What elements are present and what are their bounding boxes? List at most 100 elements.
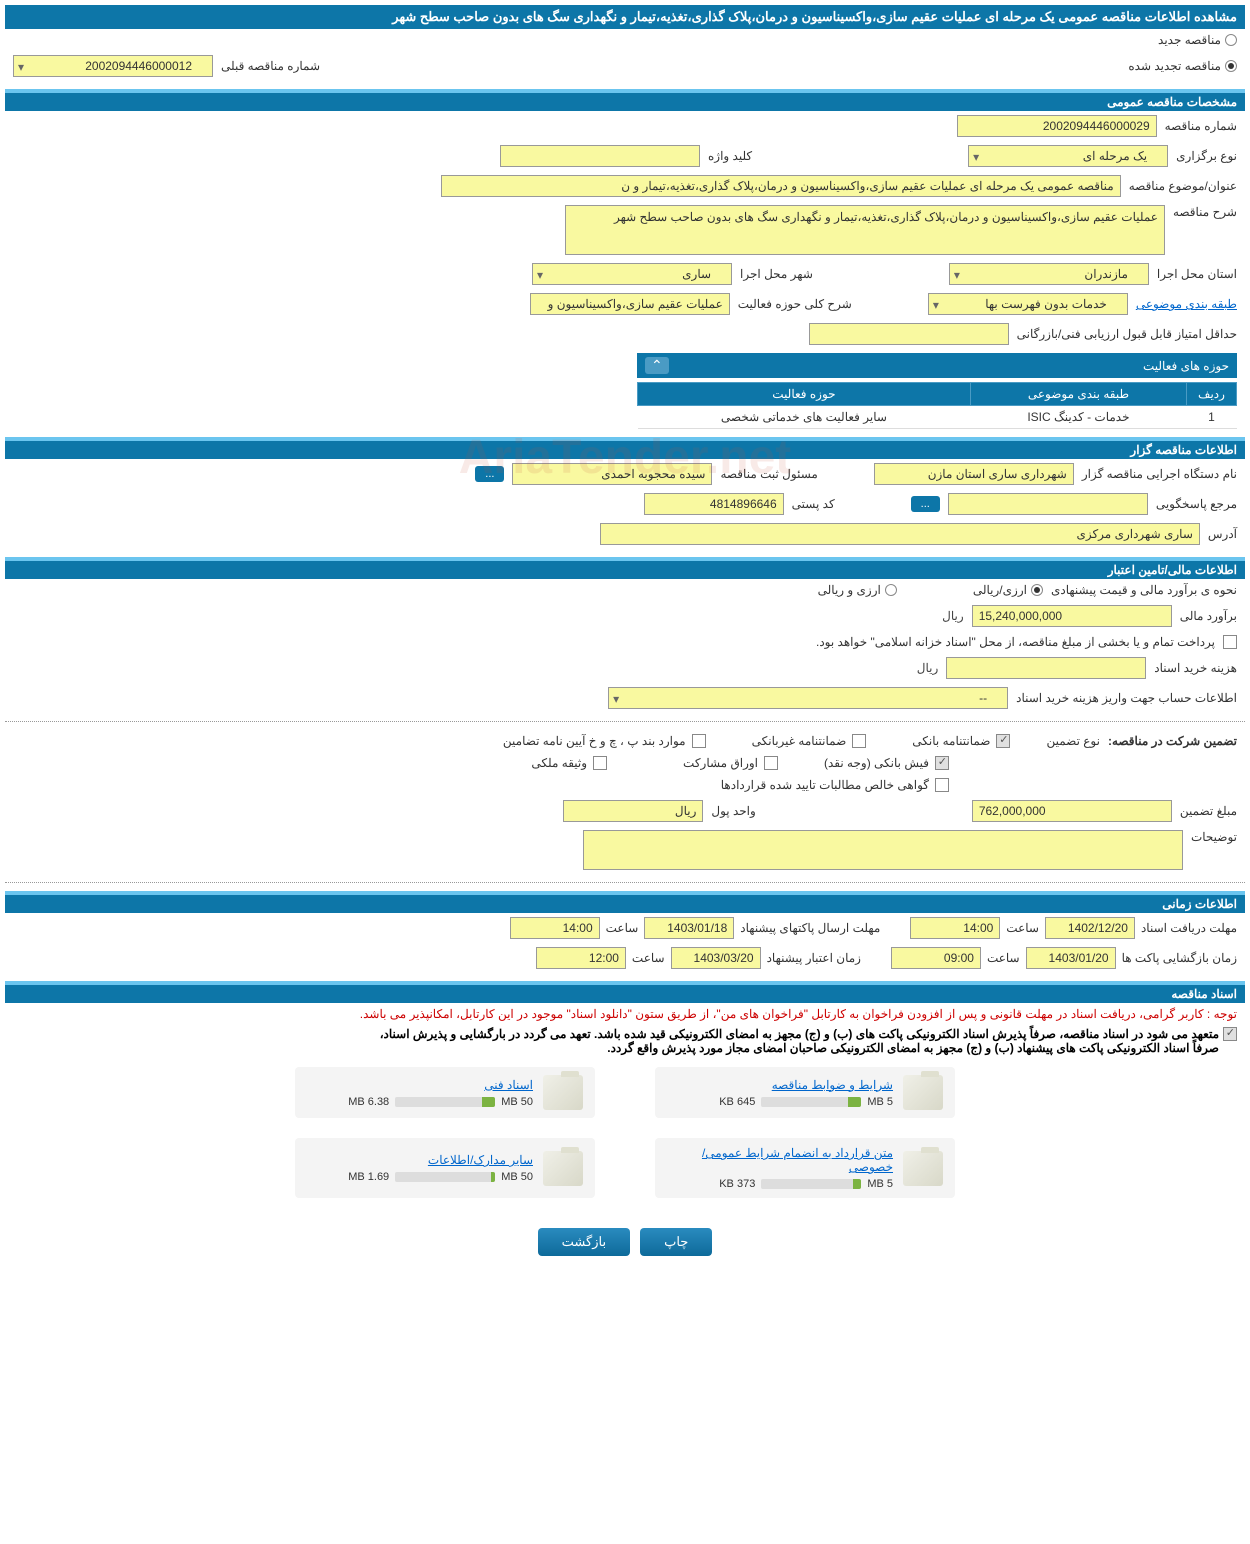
file-card-3[interactable]: متن قرارداد به انضمام شرایط عمومی/خصوصی …	[655, 1138, 955, 1198]
checkbox-icon	[852, 734, 866, 748]
subject-label: عنوان/موضوع مناقصه	[1129, 179, 1237, 193]
file-card-4[interactable]: سایر مدارک/اطلاعات 50 MB 1.69 MB	[295, 1138, 595, 1198]
notice-black2: صرفاً اسناد الکترونیکی پاکت های پیشنهاد …	[380, 1041, 1219, 1055]
radio-rial[interactable]: ارزی/ریالی	[973, 583, 1043, 597]
responder-input[interactable]	[948, 493, 1148, 515]
folder-icon	[543, 1075, 583, 1110]
postal-input[interactable]: 4814896646	[644, 493, 784, 515]
tender-mode-group-2: مناقصه تجدید شده شماره مناقصه قبلی 20020…	[5, 51, 1245, 81]
remarks-textarea[interactable]	[583, 830, 1183, 870]
guarantee-amount-input[interactable]: 762,000,000	[972, 800, 1172, 822]
prev-tender-select[interactable]: 2002094446000012	[13, 55, 213, 77]
estimate-label: برآورد مالی	[1180, 609, 1237, 623]
desc-textarea[interactable]: عملیات عقیم سازی،واکسیناسیون و درمان،پلا…	[565, 205, 1165, 255]
prev-tender-label: شماره مناقصه قبلی	[221, 59, 320, 73]
doc-fee-input[interactable]	[946, 657, 1146, 679]
file-title: سایر مدارک/اطلاعات	[307, 1153, 533, 1167]
keyword-input[interactable]	[500, 145, 700, 167]
activity-title: حوزه های فعالیت	[1143, 359, 1229, 373]
type-select[interactable]: یک مرحله ای	[968, 145, 1168, 167]
hour-label: ساعت	[606, 921, 639, 935]
file-used: 6.38 MB	[348, 1096, 389, 1108]
chk-label: اوراق مشارکت	[683, 756, 758, 770]
cell-scope: سایر فعالیت های خدماتی شخصی	[638, 406, 971, 429]
remarks-label: توضیحات	[1191, 830, 1237, 844]
scope-desc-label: شرح کلی حوزه فعالیت	[738, 297, 852, 311]
progress-fill	[853, 1179, 861, 1189]
subject-input[interactable]: مناقصه عمومی یک مرحله ای عملیات عقیم ساز…	[441, 175, 1121, 197]
cell-class: خدمات - کدینگ ISIC	[970, 406, 1186, 429]
estimate-input[interactable]: 15,240,000,000	[972, 605, 1172, 627]
validity-time[interactable]: 12:00	[536, 947, 626, 969]
activity-table-header: حوزه های فعالیت ⌃	[637, 353, 1237, 378]
submit-deadline-date[interactable]: 1403/01/18	[644, 917, 734, 939]
account-info-select[interactable]: --	[608, 687, 1008, 709]
back-button[interactable]: بازگشت	[538, 1228, 630, 1256]
chk-label: وثیقه ملکی	[531, 756, 587, 770]
checkbox-icon	[692, 734, 706, 748]
city-select[interactable]: ساری	[532, 263, 732, 285]
radio-new-tender[interactable]: مناقصه جدید	[1158, 33, 1237, 47]
officer-more-button[interactable]: ...	[475, 466, 504, 482]
collapse-icon[interactable]: ⌃	[645, 357, 669, 374]
chk-bank-receipt[interactable]: فیش بانکی (وجه نقد)	[824, 756, 949, 770]
officer-input[interactable]: سیده محجوبه احمدی	[512, 463, 712, 485]
chk-cases[interactable]: موارد بند پ ، چ و خ آیین نامه تضامین	[503, 734, 706, 748]
tender-mode-group: مناقصه جدید	[5, 29, 1245, 51]
scope-desc-input[interactable]: عملیات عقیم سازی،واکسیناسیون و	[530, 293, 730, 315]
file-used: 645 KB	[719, 1096, 755, 1108]
checkbox-icon	[935, 756, 949, 770]
file-total: 50 MB	[501, 1096, 533, 1108]
open-label: زمان بازگشایی پاکت ها	[1122, 951, 1237, 965]
section-finance: اطلاعات مالی/تامین اعتبار	[5, 557, 1245, 579]
open-time[interactable]: 09:00	[891, 947, 981, 969]
file-used: 1.69 MB	[348, 1171, 389, 1183]
cell-no: 1	[1187, 406, 1237, 429]
file-card-1[interactable]: شرایط و ضوابط مناقصه 5 MB 645 KB	[655, 1067, 955, 1118]
folder-icon	[903, 1075, 943, 1110]
page-title: مشاهده اطلاعات مناقصه عمومی یک مرحله ای …	[5, 5, 1245, 29]
doc-deadline-date[interactable]: 1402/12/20	[1045, 917, 1135, 939]
file-total: 50 MB	[501, 1171, 533, 1183]
radio-dot	[1225, 60, 1237, 72]
currency-unit-input[interactable]: ریال	[563, 800, 703, 822]
validity-date[interactable]: 1403/03/20	[671, 947, 761, 969]
chk-contract-net[interactable]: گواهی خالص مطالبات تایید شده قراردادها	[721, 778, 949, 792]
responder-label: مرجع پاسخگویی	[1156, 497, 1237, 511]
class-label-link[interactable]: طبقه بندی موضوعی	[1136, 297, 1237, 311]
desc-label: شرح مناقصه	[1173, 205, 1237, 219]
file-card-2[interactable]: اسناد فنی 50 MB 6.38 MB	[295, 1067, 595, 1118]
min-score-input[interactable]	[809, 323, 1009, 345]
radio-dot	[1031, 584, 1043, 596]
radio-rial-label: ارزی/ریالی	[973, 583, 1027, 597]
submit-deadline-time[interactable]: 14:00	[510, 917, 600, 939]
province-select[interactable]: مازندران	[949, 263, 1149, 285]
min-score-label: حداقل امتیاز قابل قبول ارزیابی فنی/بازرگ…	[1017, 327, 1237, 341]
radio-renew-tender[interactable]: مناقصه تجدید شده	[1128, 59, 1237, 73]
responder-more-button[interactable]: ...	[911, 496, 940, 512]
doc-deadline-time[interactable]: 14:00	[910, 917, 1000, 939]
currency-unit-label: واحد پول	[711, 804, 755, 818]
address-input[interactable]: ساری شهرداری مرکزی	[600, 523, 1200, 545]
progress-bar	[395, 1172, 495, 1182]
estimate-method-label: نحوه ی برآورد مالی و قیمت پیشنهادی	[1051, 583, 1237, 597]
org-name-input[interactable]: شهرداری ساری استان مازن	[874, 463, 1074, 485]
chk-bank-guarantee[interactable]: ضمانتنامه بانکی	[912, 734, 1010, 748]
source-checkbox[interactable]	[1223, 635, 1237, 649]
guarantee-kind-label: نوع تضمین	[1046, 734, 1099, 748]
class-select[interactable]: خدمات بدون فهرست بها	[928, 293, 1128, 315]
checkbox-icon	[593, 756, 607, 770]
print-button[interactable]: چاپ	[640, 1228, 712, 1256]
tender-no-input[interactable]: 2002094446000029	[957, 115, 1157, 137]
chk-property[interactable]: وثیقه ملکی	[531, 756, 607, 770]
hour-label: ساعت	[632, 951, 665, 965]
keyword-label: کلید واژه	[708, 149, 752, 163]
chk-nonbank-guarantee[interactable]: ضمانتنامه غیربانکی	[752, 734, 867, 748]
type-label: نوع برگزاری	[1176, 149, 1237, 163]
doc-deadline-label: مهلت دریافت اسناد	[1141, 921, 1237, 935]
open-date[interactable]: 1403/01/20	[1026, 947, 1116, 969]
radio-both[interactable]: ارزی و ریالی	[818, 583, 897, 597]
commitment-checkbox[interactable]	[1223, 1027, 1237, 1041]
folder-icon	[543, 1151, 583, 1186]
chk-securities[interactable]: اوراق مشارکت	[683, 756, 778, 770]
